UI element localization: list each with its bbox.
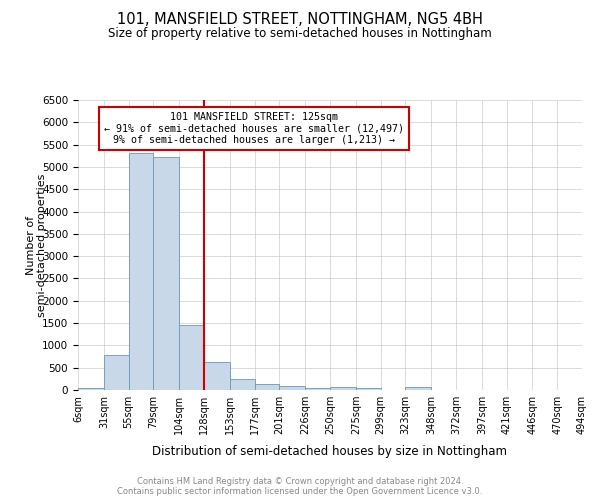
Bar: [330, 387, 356, 390]
X-axis label: Distribution of semi-detached houses by size in Nottingham: Distribution of semi-detached houses by …: [152, 446, 508, 458]
Bar: [128, 152, 154, 390]
Text: 101 MANSFIELD STREET: 125sqm
← 91% of semi-detached houses are smaller (12,497)
: 101 MANSFIELD STREET: 125sqm ← 91% of se…: [104, 112, 404, 145]
Text: Contains HM Land Registry data © Crown copyright and database right 2024.: Contains HM Land Registry data © Crown c…: [137, 477, 463, 486]
Bar: [280, 386, 305, 390]
Bar: [154, 157, 179, 390]
Text: 101, MANSFIELD STREET, NOTTINGHAM, NG5 4BH: 101, MANSFIELD STREET, NOTTINGHAM, NG5 4…: [117, 12, 483, 28]
Bar: [406, 388, 431, 390]
Bar: [204, 362, 230, 390]
Bar: [305, 388, 330, 390]
Text: Contains public sector information licensed under the Open Government Licence v3: Contains public sector information licen…: [118, 487, 482, 496]
Bar: [254, 384, 280, 390]
Bar: [356, 388, 380, 390]
Bar: [78, 388, 104, 390]
Y-axis label: Number of
semi-detached properties: Number of semi-detached properties: [26, 174, 47, 316]
Bar: [179, 326, 204, 390]
Bar: [230, 380, 254, 390]
Bar: [104, 355, 128, 390]
Text: Size of property relative to semi-detached houses in Nottingham: Size of property relative to semi-detach…: [108, 28, 492, 40]
